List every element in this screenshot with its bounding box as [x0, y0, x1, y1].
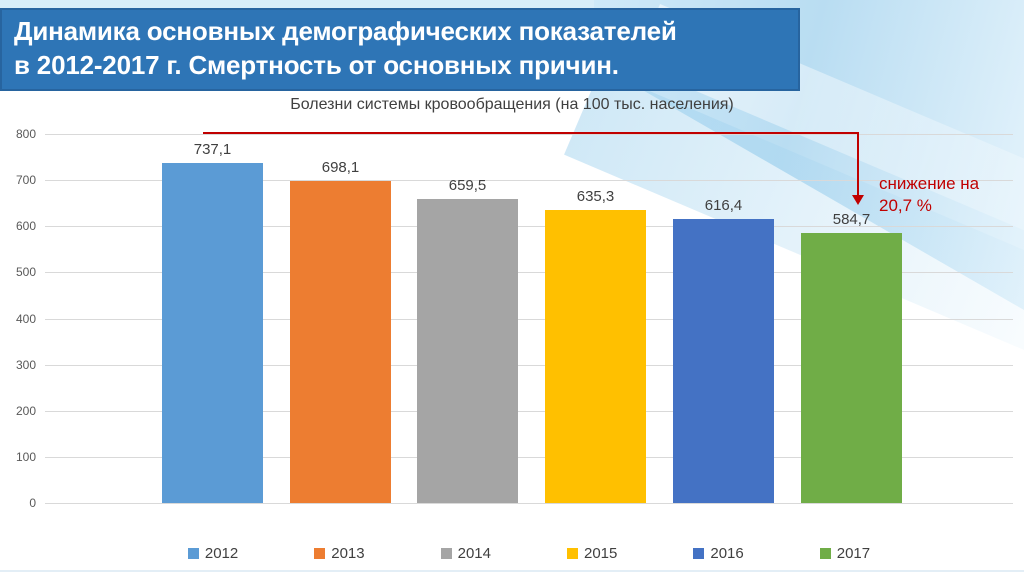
y-tick-label: 800 — [15, 127, 36, 141]
bar-value-label-2015: 635,3 — [576, 188, 615, 205]
bar-2015 — [545, 210, 646, 503]
gridline-400 — [45, 319, 1013, 320]
bar-value-label-2012: 737,1 — [193, 141, 232, 158]
gridline-300 — [45, 365, 1013, 366]
y-tick-label: 500 — [15, 265, 36, 279]
legend-label: 2015 — [584, 545, 618, 562]
legend-item-2016: 2016 — [693, 545, 744, 562]
y-tick-label: 0 — [29, 496, 36, 510]
gridline-600 — [45, 226, 1013, 227]
legend-swatch-icon — [314, 548, 326, 559]
legend-item-2014: 2014 — [440, 545, 491, 562]
y-tick-label: 700 — [15, 173, 36, 187]
title-banner: Динамика основных демографических показа… — [0, 8, 800, 91]
bar-value-label-2013: 698,1 — [321, 159, 360, 176]
slide-title-line2: в 2012-2017 г. Смертность от основных пр… — [14, 50, 619, 80]
gridline-500 — [45, 272, 1013, 273]
annotation-line-vertical — [857, 132, 859, 195]
chart-legend: 2012 2013 2014 2015 2016 2017 — [45, 545, 1013, 562]
slide-title-line1: Динамика основных демографических показа… — [14, 16, 677, 46]
annotation-line-horizontal — [203, 132, 858, 134]
gridline-800 — [45, 134, 1013, 135]
legend-swatch-icon — [819, 548, 831, 559]
legend-item-2013: 2013 — [314, 545, 365, 562]
legend-label: 2017 — [836, 545, 871, 562]
y-tick-label: 300 — [15, 358, 36, 372]
chart-title: Болезни системы кровообращения (на 100 т… — [290, 96, 734, 113]
gridline-0 — [45, 503, 1013, 504]
legend-swatch-icon — [187, 548, 199, 559]
annotation-arrowhead-icon — [852, 195, 864, 205]
legend-label: 2014 — [457, 545, 491, 562]
legend-swatch-icon — [440, 548, 452, 559]
legend-swatch-icon — [693, 548, 705, 559]
bar-2016 — [673, 219, 774, 503]
y-tick-label: 200 — [15, 404, 36, 418]
bar-value-label-2014: 659,5 — [448, 177, 487, 194]
bar-2013 — [290, 181, 391, 503]
y-tick-label: 100 — [15, 450, 36, 464]
gridline-200 — [45, 411, 1013, 412]
y-tick-label: 400 — [15, 312, 36, 326]
gridline-700 — [45, 180, 1013, 181]
legend-label: 2012 — [204, 545, 239, 562]
legend-item-2012: 2012 — [187, 545, 239, 562]
bar-2017 — [801, 233, 902, 503]
legend-swatch-icon — [567, 548, 578, 559]
annotation-text-line1: снижение на — [879, 174, 980, 193]
legend-label: 2013 — [331, 545, 365, 562]
y-tick-label: 600 — [15, 219, 36, 233]
legend-label: 2016 — [710, 545, 744, 562]
gridline-100 — [45, 457, 1013, 458]
bar-value-label-2017: 584,7 — [832, 211, 871, 228]
bar-value-label-2016: 616,4 — [704, 197, 743, 214]
bar-2014 — [417, 199, 518, 503]
bar-2012 — [162, 163, 263, 503]
annotation-text: снижение на 20,7 % — [879, 173, 1019, 217]
legend-item-2017: 2017 — [819, 545, 871, 562]
legend-item-2015: 2015 — [567, 545, 617, 562]
annotation-text-line2: 20,7 % — [879, 196, 932, 215]
